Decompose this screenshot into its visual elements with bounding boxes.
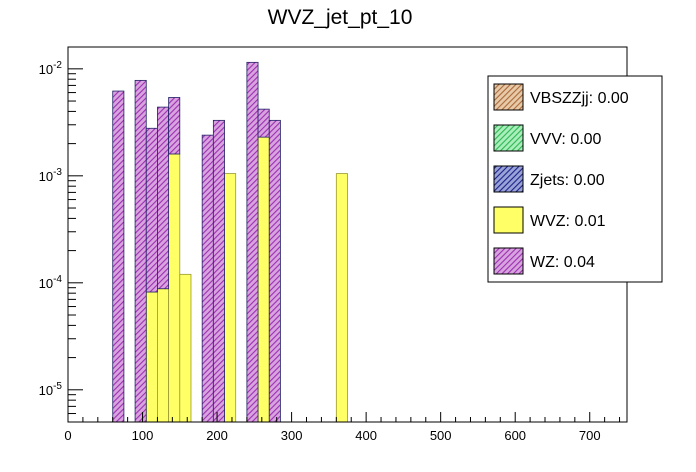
bar-wz-135 [168, 97, 181, 155]
x-tick-label: 400 [355, 428, 377, 443]
x-tick-label: 100 [132, 428, 154, 443]
bar-wvz-210 [224, 173, 237, 423]
legend-label-wvz: WVZ: 0.01 [530, 213, 606, 230]
x-tick-label: 500 [430, 428, 452, 443]
bar-wvz-120 [157, 288, 170, 423]
bar-wz-105 [145, 127, 158, 293]
y-tick-label: 10-3 [39, 167, 63, 184]
x-tick-label: 200 [206, 428, 228, 443]
bar-wz-270 [268, 119, 281, 423]
bars-group [112, 61, 348, 423]
bar-wz-180 [201, 134, 214, 423]
legend-swatch-wvz [493, 206, 524, 234]
bar-wvz-150 [179, 273, 192, 423]
chart-title: WVZ_jet_pt_10 [268, 6, 413, 29]
y-tick-label: 10-4 [39, 274, 63, 291]
legend-swatch-wz [493, 247, 524, 275]
bar-wz-120 [157, 106, 170, 290]
bar-wvz-135 [168, 153, 181, 423]
bar-wz-90 [134, 79, 147, 423]
bar-wz-240 [246, 61, 259, 423]
legend-swatch-vbszzjj [493, 83, 524, 111]
bar-wz-60 [112, 90, 125, 423]
legend-label-vbszzjj: VBSZZjj: 0.00 [530, 90, 629, 107]
x-tick-label: 700 [579, 428, 601, 443]
bar-wvz-360 [335, 173, 348, 423]
x-tick-label: 300 [281, 428, 303, 443]
axes-group: 0 100 200 300 400 500 600 700 10-5 10-4 10-3 10-2 [39, 60, 621, 443]
bar-wz-255 [257, 108, 270, 138]
bar-wvz-255 [257, 136, 270, 423]
y-tick-label: 10-5 [39, 381, 63, 398]
legend-label-vvv: VVV: 0.00 [530, 131, 602, 148]
legend-label-wz: WZ: 0.04 [530, 254, 595, 271]
x-tick-label: 600 [504, 428, 526, 443]
legend-label-zjets: Zjets: 0.00 [530, 172, 605, 189]
legend-swatch-vvv [493, 124, 524, 152]
legend: VBSZZjj: 0.00 VVV: 0.00 Zjets: 0.00 WVZ: 0.… [487, 75, 663, 283]
legend-swatch-zjets [493, 165, 524, 193]
y-tick-label: 10-2 [39, 60, 63, 77]
x-tick-label: 0 [64, 428, 71, 443]
bar-wvz-105 [145, 291, 158, 423]
bar-wz-195 [212, 119, 225, 423]
